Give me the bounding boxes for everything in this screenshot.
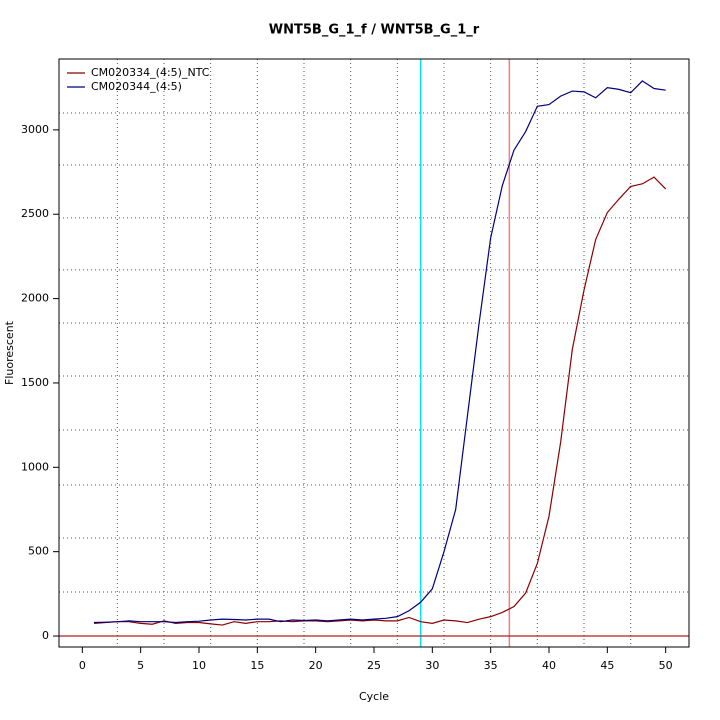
- x-tick-label: 50: [659, 659, 673, 672]
- series-line: [93, 176, 667, 626]
- y-tick-label: 2500: [21, 207, 49, 220]
- x-tick-label: 25: [367, 659, 381, 672]
- y-tick-label: 1500: [21, 376, 49, 389]
- x-tick-label: 35: [484, 659, 498, 672]
- x-tick-label: 15: [250, 659, 264, 672]
- series-line: [93, 80, 666, 624]
- x-tick-label: 30: [425, 659, 439, 672]
- x-tick-label: 40: [542, 659, 556, 672]
- y-tick-label: 2000: [21, 292, 49, 305]
- chart-title: WNT5B_G_1_f / WNT5B_G_1_r: [269, 23, 480, 38]
- plot-frame: [58, 58, 690, 648]
- y-axis-label: Fluorescent: [3, 320, 16, 385]
- y-tick-label: 3000: [21, 123, 49, 136]
- y-tick-label: 0: [42, 629, 49, 642]
- x-tick-label: 0: [79, 659, 86, 672]
- y-tick-label: 1000: [21, 460, 49, 473]
- x-axis-label: Cycle: [359, 690, 389, 703]
- x-tick-label: 20: [309, 659, 323, 672]
- x-tick-label: 45: [600, 659, 614, 672]
- legend-label: CM020344_(4:5): [91, 80, 182, 93]
- x-tick-label: 5: [137, 659, 144, 672]
- x-tick-label: 10: [192, 659, 206, 672]
- legend-label: CM020334_(4:5)_NTC: [91, 66, 210, 79]
- y-tick-label: 500: [28, 545, 49, 558]
